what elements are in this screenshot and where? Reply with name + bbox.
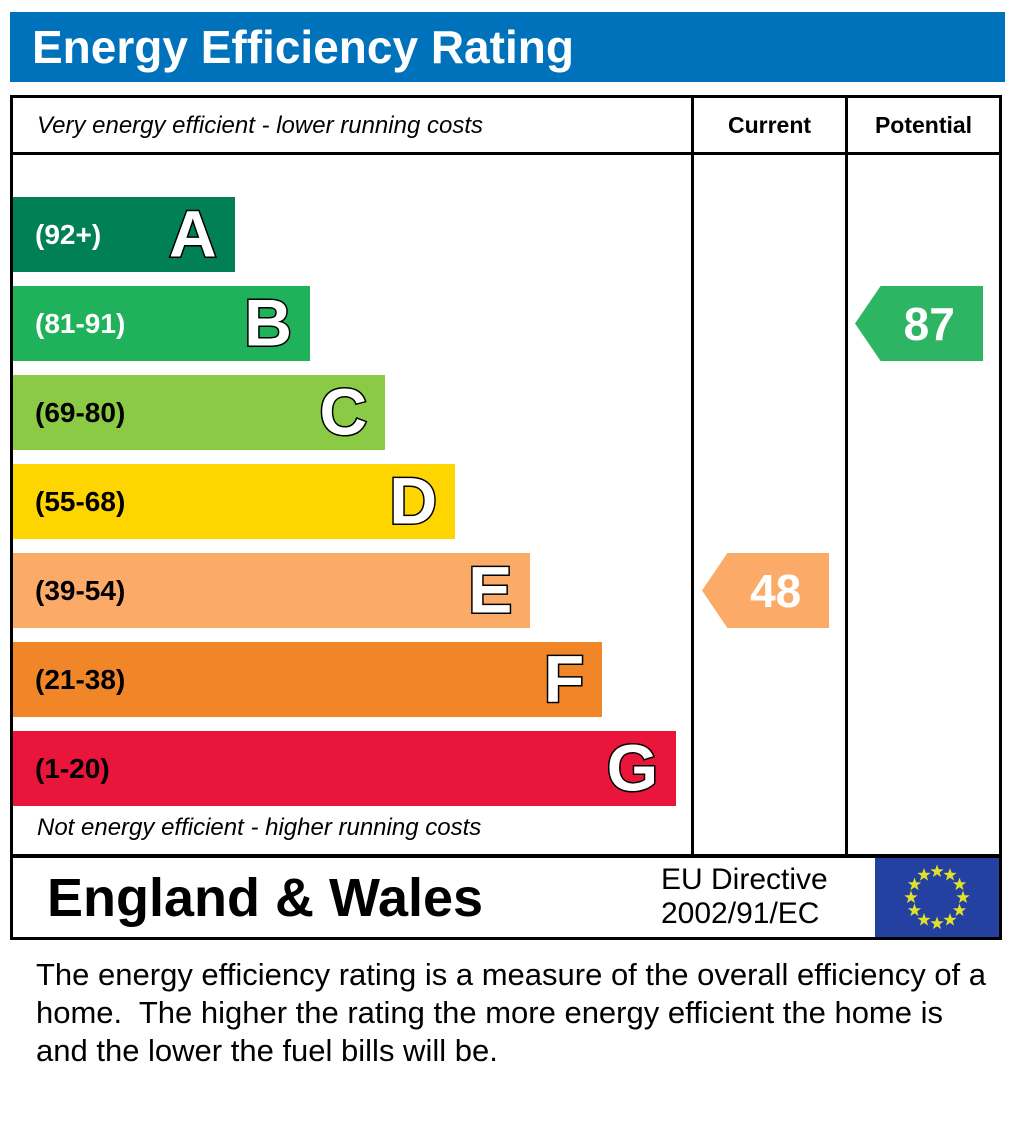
potential-column-header: Potential <box>874 111 973 138</box>
potential-rating-arrow: 87 <box>855 286 983 361</box>
band-bar-B: (81-91) B <box>13 286 310 361</box>
band-letter-G: G <box>605 730 659 805</box>
current-column-header: Current <box>727 111 812 138</box>
band-row-C: (69-80) C <box>13 375 691 450</box>
footer-box: England & Wales EU Directive 2002/91/EC <box>10 855 1002 940</box>
eu-flag-icon <box>875 858 999 937</box>
band-range-label-A: (92+) <box>35 218 102 250</box>
rating-table: Current Potential Very energy efficient … <box>10 95 1002 857</box>
band-bar-C: (69-80) C <box>13 374 386 450</box>
current-rating-value: 48 <box>750 564 802 617</box>
potential-column-divider <box>845 98 848 854</box>
band-bar-E: (39-54) E <box>13 552 531 628</box>
band-letter-E: E <box>467 552 514 627</box>
description-text: The energy efficiency rating is a measur… <box>36 957 995 1068</box>
band-row-G: (1-20) G <box>13 731 691 806</box>
current-column-divider <box>691 98 694 854</box>
eu-directive-label: EU Directive 2002/91/EC <box>661 863 828 930</box>
band-range-label-E: (39-54) <box>35 574 126 606</box>
band-bar-D: (55-68) D <box>13 463 456 539</box>
band-bar-F: (21-38) F <box>13 641 603 717</box>
band-row-A: (92+) A <box>13 197 691 272</box>
band-letter-C: C <box>318 374 369 449</box>
band-range-label-C: (69-80) <box>35 396 126 428</box>
band-bar-A: (92+) A <box>13 197 235 272</box>
header-divider <box>13 152 999 155</box>
band-range-label-G: (1-20) <box>35 752 110 784</box>
bands-container: (92+) A (81-91) B (69-80) C (55-68) D (39-54) E (2… <box>13 197 691 820</box>
band-letter-B: B <box>243 285 294 360</box>
bottom-caption: Not energy efficient - higher running co… <box>37 814 482 841</box>
band-range-label-F: (21-38) <box>35 663 126 695</box>
band-row-E: (39-54) E <box>13 553 691 628</box>
top-caption: Very energy efficient - lower running co… <box>37 112 483 139</box>
page-title: Energy Efficiency Rating <box>32 21 574 73</box>
title-bar: Energy Efficiency Rating <box>10 12 1005 82</box>
band-row-F: (21-38) F <box>13 642 691 717</box>
region-label: England & Wales <box>47 867 484 928</box>
potential-rating-value: 87 <box>903 297 955 350</box>
band-letter-D: D <box>388 463 439 538</box>
current-rating-arrow: 48 <box>702 553 829 628</box>
band-range-label-D: (55-68) <box>35 485 126 517</box>
band-letter-A: A <box>168 196 219 271</box>
band-row-D: (55-68) D <box>13 464 691 539</box>
band-bar-G: (1-20) G <box>13 730 677 806</box>
band-range-label-B: (81-91) <box>35 307 126 339</box>
band-letter-F: F <box>542 641 585 716</box>
band-row-B: (81-91) B <box>13 286 691 361</box>
